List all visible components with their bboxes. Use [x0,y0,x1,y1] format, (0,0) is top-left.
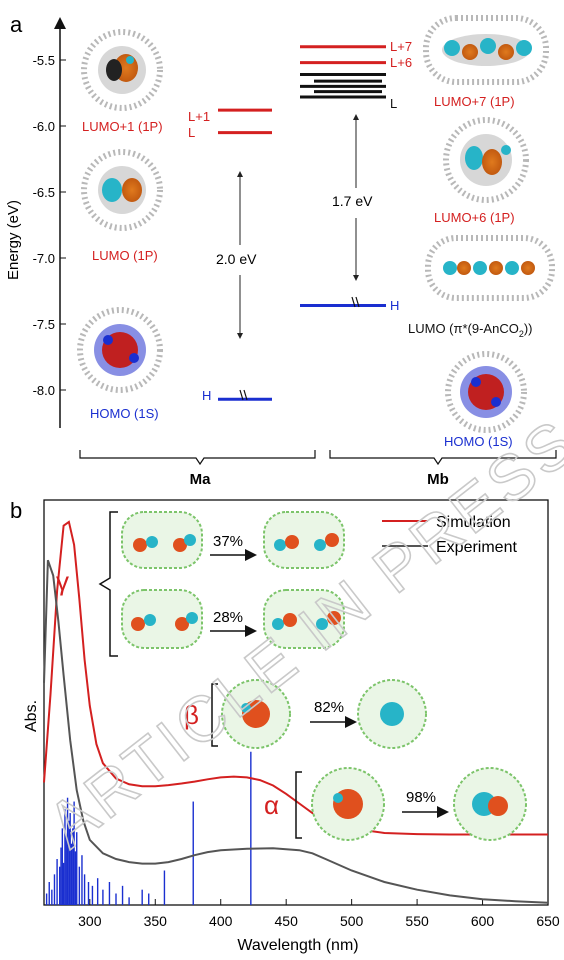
mb-homo-tick [351,296,356,308]
ma-homo-tick [239,389,244,401]
ytick-label: -8.0 [33,383,55,398]
molecule-mb-lumo6 [443,117,529,203]
xtick-label: 600 [471,913,495,929]
mb-gap-label: 1.7 eV [332,193,373,209]
x-axis: 300 350 400 450 500 550 600 650 [78,899,560,929]
energy-ticks: -5.5 -6.0 -6.5 -7.0 -7.5 -8.0 [33,53,66,398]
stick-spectrum [45,751,252,905]
mb-level-h: H [390,298,399,313]
xtick-label: 400 [209,913,233,929]
transition-beta [221,679,427,749]
panel-a-label: a [10,12,23,37]
molecule-ma-lumo1 [81,29,163,111]
mb-energy-levels [300,45,386,308]
ytick-label: -6.5 [33,185,55,200]
molecule-ma-lumo [81,149,163,231]
mb-homo-label: HOMO (1S) [444,434,513,449]
legend: Simulation Experiment [382,514,517,556]
mb-level-l: L [390,96,397,111]
mb-bracket [329,450,557,466]
mb-lumo-label-end: )) [524,321,533,336]
ma-bracket [79,450,316,466]
ma-gap-label: 2.0 eV [216,251,257,267]
transition-gamma-2-percent: 28% [213,609,243,626]
xtick-label: 650 [536,913,560,929]
xtick-label: 300 [78,913,102,929]
mb-lumo6-label: LUMO+6 (1P) [434,210,515,225]
ma-level-l1: L+1 [188,109,210,124]
transition-gamma-2 [121,589,345,649]
mb-lumo-label-sub: 2 [519,329,524,339]
ytick-label: -7.5 [33,317,55,332]
xtick-label: 500 [340,913,364,929]
mb-group-label: Mb [427,471,449,488]
mb-level-l7: L+7 [390,39,412,54]
ma-level-h: H [202,388,211,403]
transition-gamma-1 [121,511,345,569]
gamma-bracket [98,511,118,657]
legend-simulation-label: Simulation [436,514,511,531]
transition-alpha [311,767,527,841]
transition-beta-percent: 82% [314,699,344,716]
panel-b-label: b [10,498,22,523]
alpha-label: α [264,790,279,820]
mb-lumo-label: LUMO (π*(9-AnCO2)) [408,321,533,339]
beta-bracket [211,683,218,747]
ma-lumo-label: LUMO (1P) [92,248,158,263]
gamma-label: γ [56,566,69,596]
legend-experiment-label: Experiment [436,539,517,556]
abs-axis-label: Abs. [23,700,40,732]
molecule-ma-homo [77,307,163,393]
x-axis-label: Wavelength (nm) [237,937,358,954]
mb-homo-tick [355,296,360,308]
ytick-label: -7.0 [33,251,55,266]
ma-energy-levels [218,108,272,401]
energy-axis-label: Energy (eV) [5,200,22,280]
mb-lumo7-label: LUMO+7 (1P) [434,94,515,109]
transition-gamma-1-percent: 37% [213,533,243,550]
transition-alpha-percent: 98% [406,789,436,806]
ma-homo-label: HOMO (1S) [90,406,159,421]
molecule-mb-lumo [425,235,555,301]
alpha-bracket [295,771,302,839]
ytick-label: -5.5 [33,53,55,68]
molecule-mb-lumo7 [423,15,549,85]
xtick-label: 350 [144,913,168,929]
ma-homo-tick [243,389,248,401]
plot-frame [43,499,549,906]
xtick-label: 450 [275,913,299,929]
ma-lumo1-label: LUMO+1 (1P) [82,119,163,134]
molecule-mb-homo [445,351,527,433]
experiment-curve [43,559,549,904]
ytick-label: -6.0 [33,119,55,134]
xtick-label: 550 [405,913,429,929]
ma-group-label: Ma [190,471,211,488]
mb-lumo-label-main: LUMO (π*(9-AnCO [408,321,519,336]
mb-level-l6: L+6 [390,55,412,70]
beta-label: β [184,700,199,730]
ma-level-l: L [188,125,195,140]
